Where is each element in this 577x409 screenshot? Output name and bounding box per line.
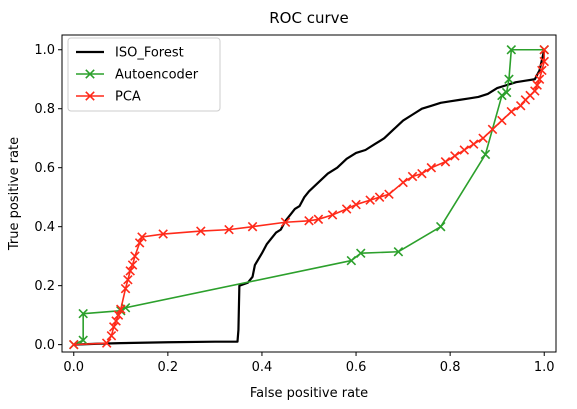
legend-marker <box>85 69 95 79</box>
data-point-autoencoder <box>78 308 88 319</box>
data-point-autoencoder <box>497 90 507 101</box>
data-point-pca <box>351 199 361 210</box>
y-tick-label: 0.8 <box>34 102 55 117</box>
data-point-autoencoder <box>393 246 404 257</box>
series-pca <box>68 44 550 350</box>
data-point-pca <box>106 331 117 341</box>
x-tick-label: 0.8 <box>440 360 461 375</box>
data-point-pca <box>398 177 408 188</box>
data-point-pca <box>113 310 124 320</box>
data-point-pca <box>196 226 206 236</box>
data-point-autoencoder <box>78 335 88 345</box>
data-point-pca <box>327 210 338 220</box>
data-point-pca <box>478 133 488 143</box>
legend-label: PCA <box>115 90 141 105</box>
data-point-pca <box>384 189 394 200</box>
legend-marker <box>85 91 95 101</box>
data-point-pca <box>116 304 126 315</box>
data-point-pca <box>532 80 542 90</box>
data-point-pca <box>534 74 545 84</box>
data-point-pca <box>506 106 517 117</box>
y-tick-label: 0.2 <box>34 279 55 294</box>
data-point-pca <box>134 238 145 248</box>
data-point-pca <box>247 221 258 232</box>
data-point-pca <box>374 192 385 202</box>
x-tick-label: 0.2 <box>158 360 179 375</box>
data-point-pca <box>530 86 540 96</box>
data-point-pca <box>468 139 479 149</box>
x-tick-label: 0.4 <box>252 360 273 375</box>
y-axis-label: True positive rate <box>7 137 22 251</box>
plot-area <box>61 34 557 353</box>
legend-label: ISO_Forest <box>115 46 184 61</box>
legend-box <box>67 37 221 112</box>
data-point-pca <box>123 274 133 285</box>
y-tick-label: 0.4 <box>34 220 55 235</box>
data-point-pca <box>108 322 119 332</box>
x-tick-label: 0.6 <box>346 360 367 375</box>
data-point-pca <box>539 56 550 67</box>
data-point-pca <box>158 229 168 239</box>
data-point-autoencoder <box>435 221 446 232</box>
data-point-pca <box>515 101 526 111</box>
data-point-pca <box>440 157 451 167</box>
data-point-pca <box>450 151 460 161</box>
data-point-pca <box>341 204 352 214</box>
y-tick-label: 0.0 <box>34 338 55 353</box>
data-point-autoencoder <box>506 44 517 55</box>
data-point-pca <box>365 195 375 205</box>
data-point-autoencoder <box>480 149 491 160</box>
data-point-pca <box>111 316 121 326</box>
data-point-autoencoder <box>504 74 514 84</box>
data-point-pca <box>137 232 147 242</box>
x-axis-label: False positive rate <box>250 386 368 401</box>
data-point-autoencoder <box>501 87 512 98</box>
legend-item-autoencoder: Autoencoder <box>76 68 199 83</box>
data-point-pca <box>280 217 291 228</box>
x-tick-label: 0.0 <box>63 360 84 375</box>
data-point-pca <box>224 224 234 235</box>
legend-label: Autoencoder <box>115 68 199 83</box>
data-point-pca <box>407 171 418 182</box>
data-point-pca <box>68 339 79 350</box>
data-point-pca <box>497 115 507 126</box>
chart-title: ROC curve <box>269 9 349 27</box>
data-point-pca <box>313 214 324 225</box>
data-point-pca <box>539 44 550 55</box>
y-tick-label: 0.6 <box>34 161 55 176</box>
legend: ISO_Forest Autoencoder PCA <box>67 37 221 112</box>
axes-layer: 0.0 0.2 0.4 0.6 0.8 1.0 0.0 0.2 0.4 0.6 0.8 1.0 <box>34 43 554 375</box>
data-point-pca <box>304 216 314 226</box>
plot-frame <box>61 34 557 353</box>
y-tick-label: 1.0 <box>34 43 55 58</box>
data-point-pca <box>120 283 131 294</box>
data-point-pca <box>127 260 138 270</box>
data-point-pca <box>487 124 498 135</box>
data-point-pca <box>125 266 135 276</box>
legend-item-pca: PCA <box>76 90 141 105</box>
data-point-pca <box>101 338 112 348</box>
data-point-pca <box>426 162 437 173</box>
data-point-pca <box>417 168 427 179</box>
x-tick-label: 1.0 <box>534 360 555 375</box>
data-point-autoencoder <box>355 248 366 258</box>
data-point-autoencoder <box>346 255 357 266</box>
data-point-pca <box>537 65 547 76</box>
series-layer <box>68 44 550 350</box>
data-point-pca <box>459 145 470 155</box>
legend-item-iso-forest: ISO_Forest <box>76 46 184 61</box>
data-point-pca <box>130 251 140 261</box>
